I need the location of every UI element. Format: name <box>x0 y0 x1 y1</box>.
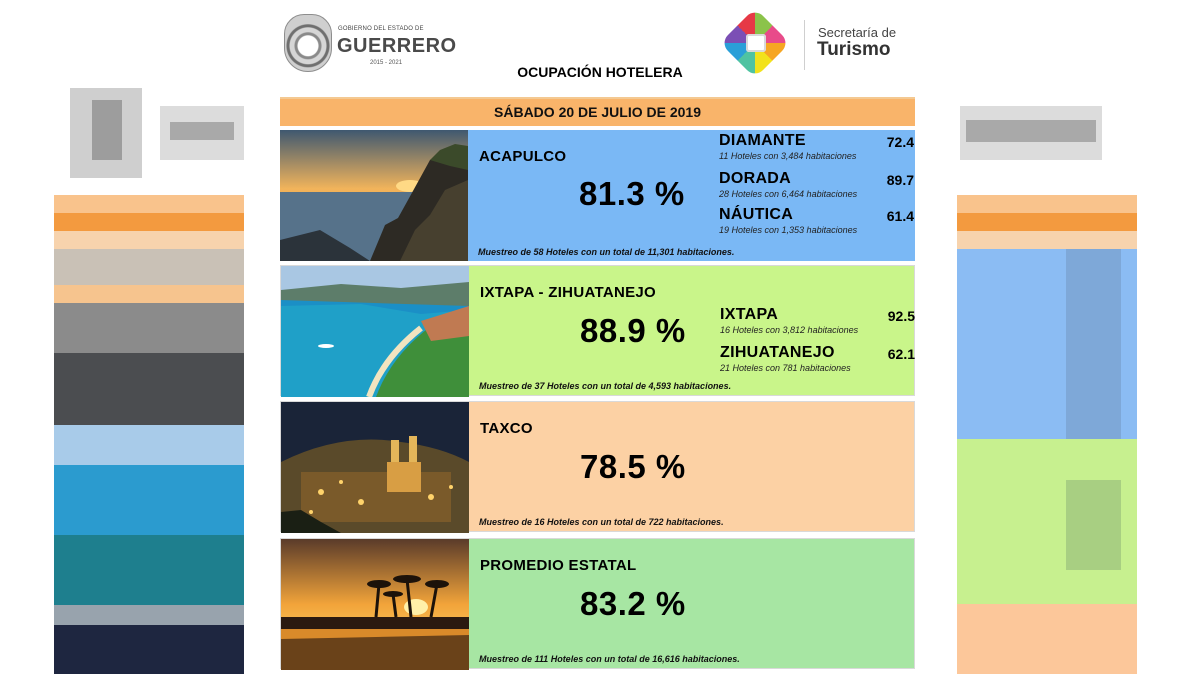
zone-value: 92.5 <box>887 308 915 324</box>
zone-ixtapa: IXTAPA 92.5 16 Hoteles con 3,812 habitac… <box>720 306 915 335</box>
occupancy-percent: 81.3 % <box>579 175 685 212</box>
promedio-panel: PROMEDIO ESTATAL 83.2 % Muestreo de 111 … <box>470 539 914 668</box>
city-name: TAXCO <box>480 420 533 437</box>
zone-nautica: NÁUTICA 61.4 19 Hoteles con 1,353 habita… <box>719 206 914 235</box>
zone-hotels: 16 Hoteles con 3,812 habitaciones <box>720 325 859 335</box>
zone-value: 72.4 <box>886 134 914 150</box>
zone-value: 62.1 <box>887 346 915 362</box>
sunset-palms-photo <box>281 539 469 670</box>
secretaria-turismo-logo: Secretaría de Turismo <box>719 7 914 79</box>
sample-note: Muestreo de 37 Hoteles con un total de 4… <box>479 381 732 391</box>
acapulco-panel: ACAPULCO 81.3 % DIAMANTE 72.4 11 Hoteles… <box>469 130 915 261</box>
zone-dorada: DORADA 89.7 28 Hoteles con 6,464 habitac… <box>719 170 914 199</box>
gov-years: 2015 - 2021 <box>370 60 403 66</box>
city-name: PROMEDIO ESTATAL <box>480 557 637 574</box>
page-title: OCUPACIÓN HOTELERA <box>517 64 683 80</box>
zone-name: IXTAPA <box>720 306 779 323</box>
zone-name: DORADA <box>719 170 792 187</box>
zone-hotels: 11 Hoteles con 3,484 habitaciones <box>719 151 857 161</box>
secretaria-label: Secretaría de <box>818 25 897 40</box>
date-bar: SÁBADO 20 DE JULIO DE 2019 <box>280 97 915 126</box>
ixtapa-photo <box>281 266 469 397</box>
city-name: IXTAPA - ZIHUATANEJO <box>480 284 656 301</box>
gov-name: GUERRERO <box>337 35 457 57</box>
acapulco-photo <box>280 130 468 261</box>
turismo-center-icon <box>746 34 766 52</box>
occupancy-percent: 83.2 % <box>580 585 686 622</box>
zone-name: DIAMANTE <box>719 132 806 149</box>
zone-name: ZIHUATANEJO <box>720 344 835 361</box>
sample-note: Muestreo de 111 Hoteles con un total de … <box>479 654 740 664</box>
section-taxco: TAXCO 78.5 % Muestreo de 16 Hoteles con … <box>280 401 915 533</box>
occupancy-percent: 78.5 % <box>580 448 686 485</box>
taxco-photo <box>281 402 469 533</box>
turismo-label: Turismo <box>817 39 891 60</box>
zone-name: NÁUTICA <box>719 206 794 223</box>
zone-value: 61.4 <box>886 208 914 224</box>
zone-hotels: 21 Hoteles con 781 habitaciones <box>720 363 851 373</box>
zone-hotels: 19 Hoteles con 1,353 habitaciones <box>719 225 858 235</box>
section-acapulco: ACAPULCO 81.3 % DIAMANTE 72.4 11 Hoteles… <box>280 130 915 261</box>
zone-value: 89.7 <box>886 172 914 188</box>
section-ixtapa-zihuatanejo: IXTAPA - ZIHUATANEJO 88.9 % IXTAPA 92.5 … <box>280 265 915 397</box>
sample-note: Muestreo de 58 Hoteles con un total de 1… <box>478 247 735 257</box>
occupancy-percent: 88.9 % <box>580 312 686 349</box>
section-promedio-estatal: PROMEDIO ESTATAL 83.2 % Muestreo de 111 … <box>280 538 915 670</box>
state-seal-icon <box>284 14 332 72</box>
zone-hotels: 28 Hoteles con 6,464 habitaciones <box>719 189 858 199</box>
ixtapa-panel: IXTAPA - ZIHUATANEJO 88.9 % IXTAPA 92.5 … <box>470 266 915 395</box>
sample-note: Muestreo de 16 Hoteles con un total de 7… <box>479 517 724 527</box>
zone-zihuatanejo: ZIHUATANEJO 62.1 21 Hoteles con 781 habi… <box>720 344 915 373</box>
guerrero-government-logo: GOBIERNO DEL ESTADO DE GUERRERO 2015 - 2… <box>284 14 457 76</box>
zone-diamante: DIAMANTE 72.4 11 Hoteles con 3,484 habit… <box>719 132 914 161</box>
city-name: ACAPULCO <box>479 148 567 165</box>
taxco-panel: TAXCO 78.5 % Muestreo de 16 Hoteles con … <box>470 402 914 531</box>
gov-small-text: GOBIERNO DEL ESTADO DE <box>338 26 424 32</box>
logo-divider <box>804 20 805 70</box>
